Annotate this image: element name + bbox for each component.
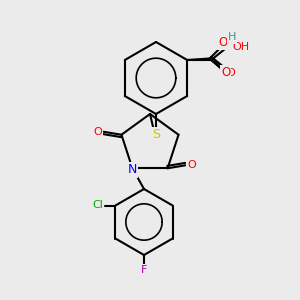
Text: F: F [141,265,147,275]
Text: O: O [93,127,102,137]
Text: O: O [219,35,228,49]
Text: N: N [128,163,137,176]
Text: O: O [226,68,235,79]
Text: S: S [152,128,160,142]
Text: OH: OH [232,41,249,52]
Text: O: O [187,160,196,170]
Text: O: O [221,66,230,80]
Text: Cl: Cl [92,200,103,211]
Text: H: H [228,32,236,43]
